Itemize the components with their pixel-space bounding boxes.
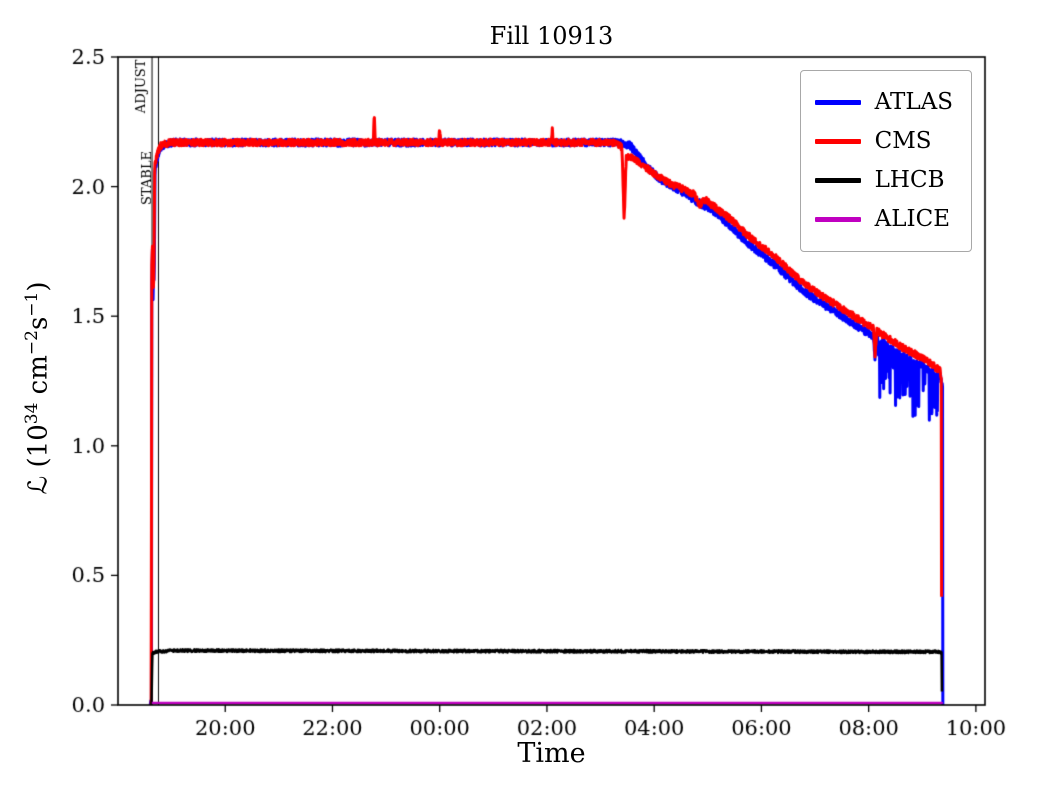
legend-label-lhcb: LHCB	[874, 167, 945, 193]
legend-swatch-lhcb	[814, 178, 861, 183]
legend-label-atlas: ATLAS	[874, 89, 953, 115]
legend-label-alice: ALICE	[874, 206, 951, 232]
y-axis-label-text: ℒ (1034 cm−2s−1)	[22, 281, 54, 495]
legend-item-cms: CMS	[814, 122, 953, 161]
legend-swatch-alice	[814, 217, 861, 222]
legend-item-atlas: ATLAS	[814, 83, 953, 122]
x-axis-label: Time	[517, 738, 586, 769]
legend-swatch-cms	[814, 139, 861, 144]
legend-swatch-atlas	[814, 100, 861, 105]
legend: ATLAS CMS LHCB ALICE	[799, 70, 972, 252]
legend-item-alice: ALICE	[814, 200, 953, 239]
chart-title: Fill 10913	[489, 22, 614, 50]
legend-item-lhcb: LHCB	[814, 161, 953, 200]
legend-label-cms: CMS	[874, 128, 932, 154]
y-axis-label: ℒ (1034 cm−2s−1)	[18, 282, 58, 495]
